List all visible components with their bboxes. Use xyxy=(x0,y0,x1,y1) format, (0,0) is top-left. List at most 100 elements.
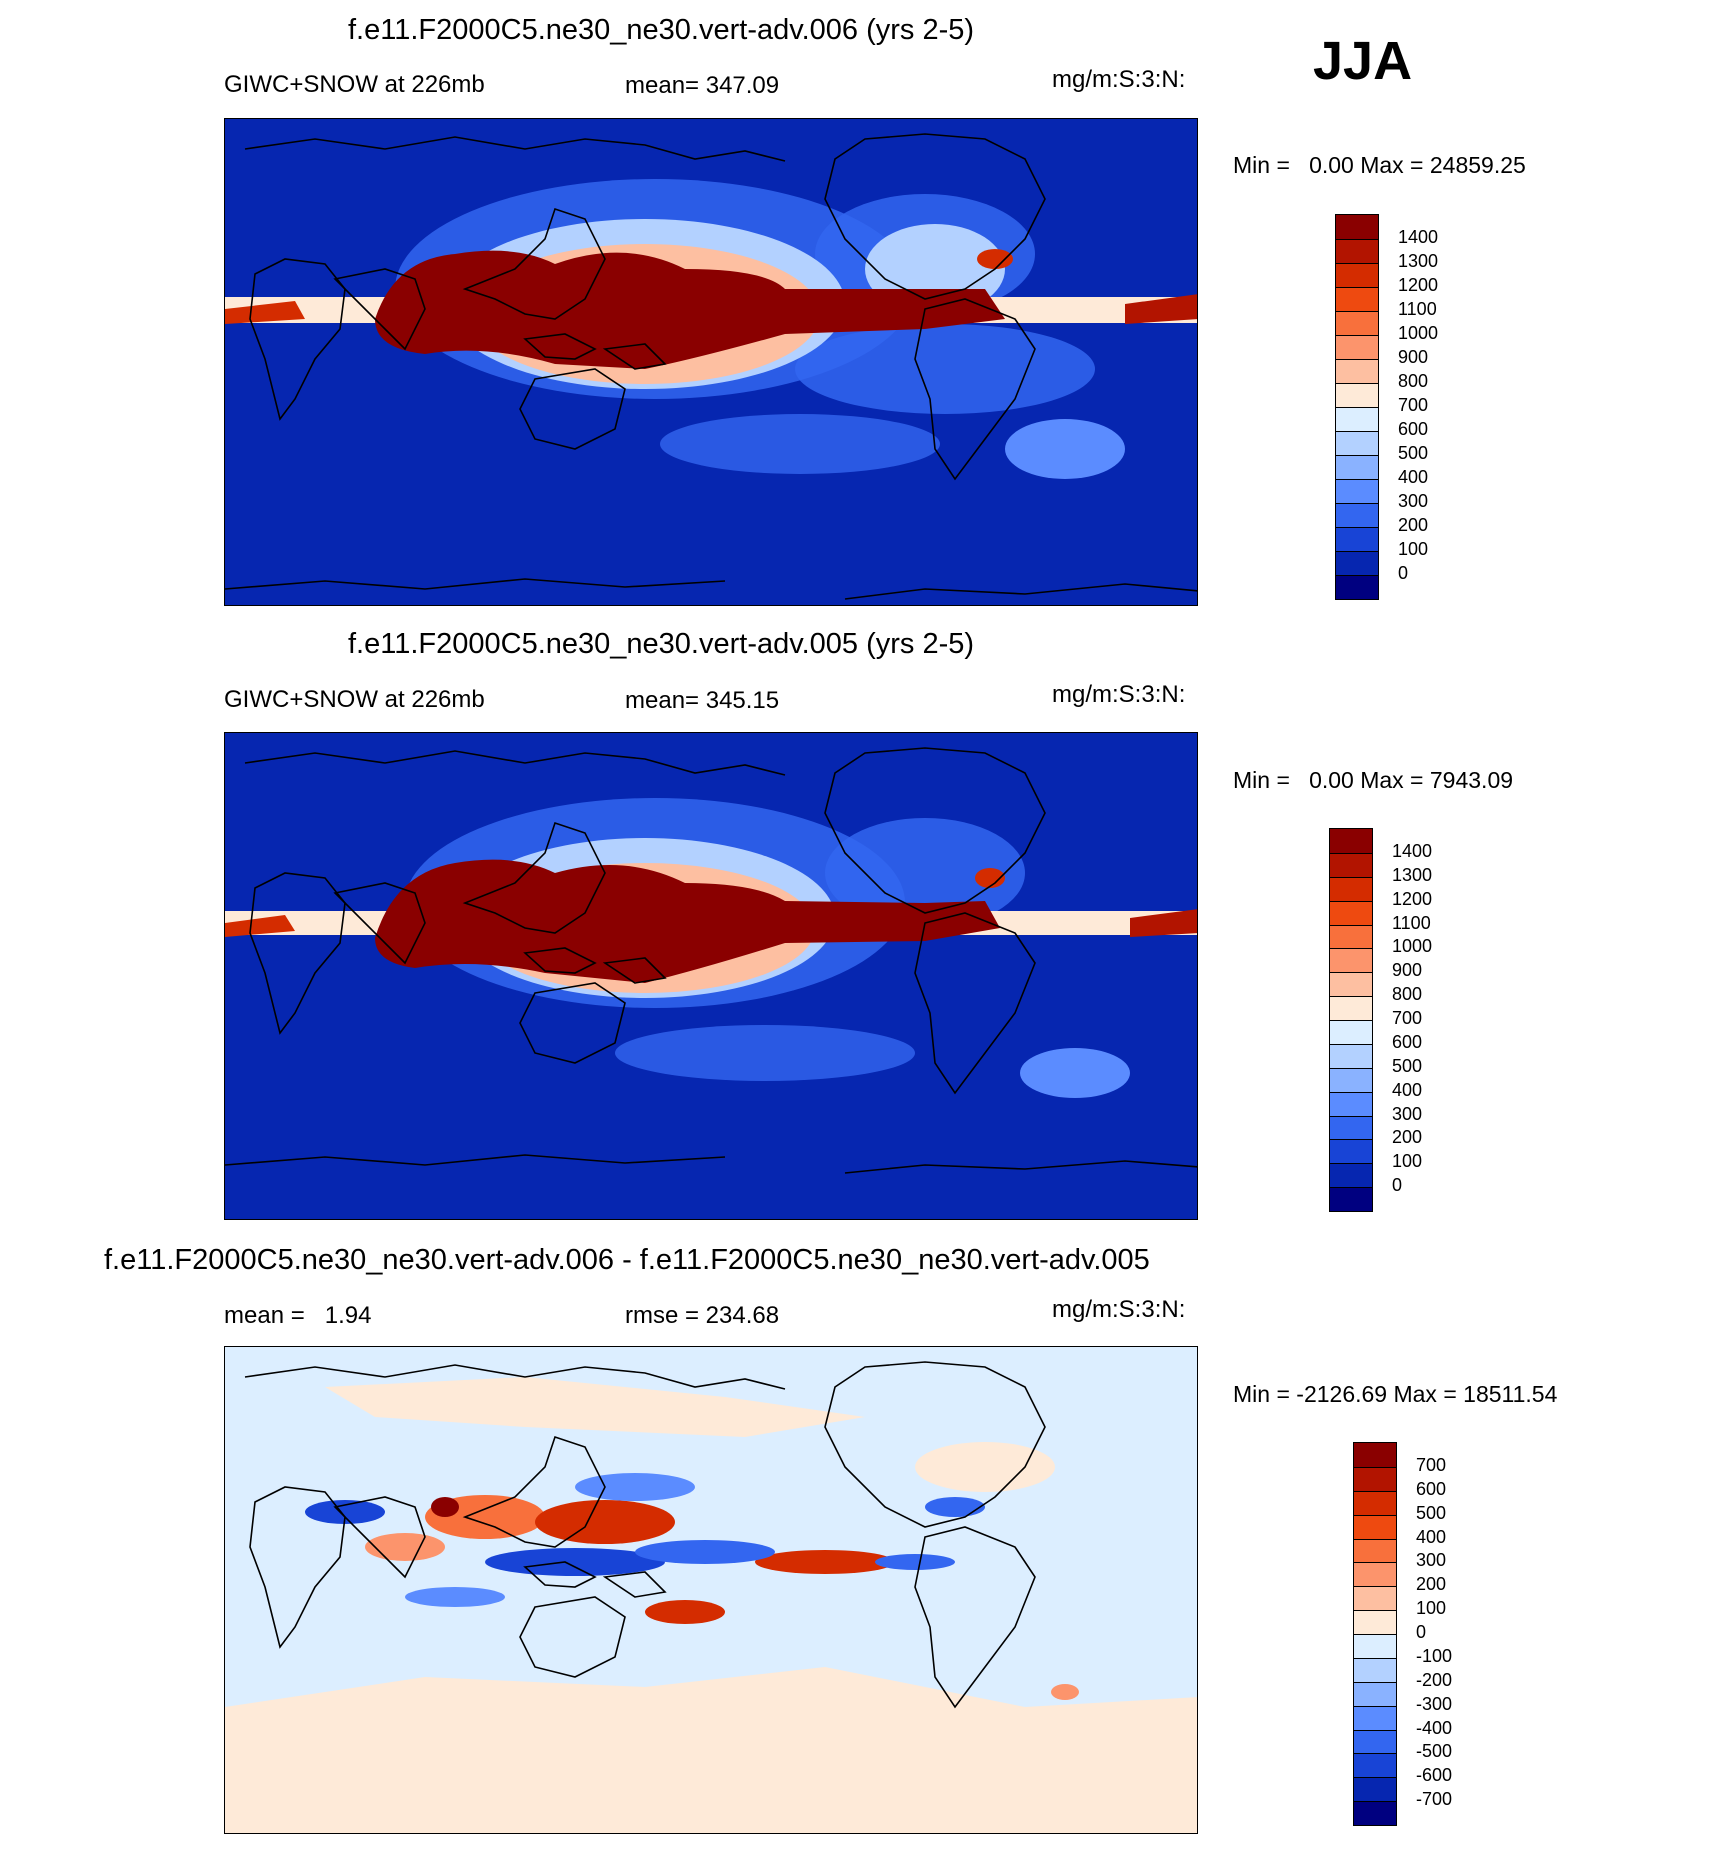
units-label: mg/m:S:3:N: xyxy=(1052,66,1186,93)
colorbar-segment xyxy=(1330,829,1372,853)
colorbar-segment xyxy=(1336,287,1378,311)
season-label: JJA xyxy=(1313,31,1413,91)
colorbar-segment xyxy=(1330,1187,1372,1211)
colorbar-segment xyxy=(1330,876,1372,901)
colorbar-segment xyxy=(1336,575,1378,599)
colorbar-tick-label: 0 xyxy=(1398,563,1409,583)
units-label: mg/m:S:3:N: xyxy=(1052,1296,1186,1323)
colorbar-segment xyxy=(1354,1490,1396,1515)
panel-title: f.e11.F2000C5.ne30_ne30.vert-adv.005 (yr… xyxy=(348,628,975,660)
units-label: mg/m:S:3:N: xyxy=(1052,681,1186,708)
colorbar-segment xyxy=(1354,1753,1396,1778)
colorbar-segment xyxy=(1336,239,1378,263)
colorbar-tick-label: 700 xyxy=(1392,1008,1423,1028)
colorbar-segment xyxy=(1354,1634,1396,1658)
variable-label: GIWC+SNOW at 226mb xyxy=(224,686,485,713)
colorbar-segment xyxy=(1330,900,1372,925)
max-label: Max = xyxy=(1393,1381,1457,1407)
min-max-label: Min = -2126.69 Max = 18511.54 xyxy=(1233,1381,1557,1408)
colorbar-segment xyxy=(1330,924,1372,949)
colorbar-segment xyxy=(1354,1777,1396,1802)
colorbar-segment xyxy=(1354,1801,1396,1825)
colorbar-segment xyxy=(1330,852,1372,877)
variable-label: GIWC+SNOW at 226mb xyxy=(224,71,485,98)
colorbar-tick-label: -600 xyxy=(1416,1765,1453,1786)
colorbar-tick-label: 100 xyxy=(1392,1151,1423,1172)
colorbar-segment xyxy=(1336,503,1378,527)
min-label: Min = xyxy=(1233,1381,1290,1407)
colorbar-tick-label: 900 xyxy=(1392,960,1423,981)
max-label: Max = xyxy=(1360,767,1424,793)
colorbar-segment xyxy=(1336,431,1378,455)
world-map xyxy=(225,733,1197,1219)
world-map xyxy=(225,119,1197,605)
panel-title: f.e11.F2000C5.ne30_ne30.vert-adv.006 - f… xyxy=(104,1244,1150,1276)
colorbar-tick-label: 1200 xyxy=(1398,275,1439,295)
min-max-label: Min = 0.00 Max = 7943.09 xyxy=(1233,767,1513,794)
colorbar-segment xyxy=(1336,359,1378,383)
colorbar-tick-label: 1200 xyxy=(1392,888,1433,909)
colorbar-segment xyxy=(1336,407,1378,431)
colorbar-tick-label: 0 xyxy=(1416,1622,1427,1642)
colorbar-tick-label: 900 xyxy=(1398,347,1429,367)
colorbar-tick-label: 500 xyxy=(1416,1502,1447,1523)
colorbar-segment xyxy=(1336,335,1378,359)
colorbar-tick-label: 500 xyxy=(1392,1055,1423,1076)
colorbar-tick-label: 800 xyxy=(1398,371,1429,391)
colorbar-tick-label: 1100 xyxy=(1398,299,1437,319)
colorbar-tick-label: -400 xyxy=(1416,1717,1453,1738)
colorbar-segment xyxy=(1336,527,1378,551)
colorbar-segment xyxy=(1330,1139,1372,1164)
colorbar-segment xyxy=(1330,1091,1372,1116)
max-value: 18511.54 xyxy=(1463,1381,1558,1407)
colorbar-tick-label: 1400 xyxy=(1398,227,1439,247)
colorbar-segment xyxy=(1336,455,1378,479)
min-label: Min = xyxy=(1233,767,1290,793)
colorbar xyxy=(1353,1442,1397,1826)
colorbar-tick-label: 200 xyxy=(1398,515,1429,535)
colorbar-tick-label: 1400 xyxy=(1392,840,1433,861)
min-value: 0.00 xyxy=(1309,152,1354,178)
colorbar-segment xyxy=(1336,311,1378,335)
colorbar-tick-label: -200 xyxy=(1416,1669,1453,1690)
map-plot xyxy=(224,118,1198,606)
colorbar-tick-label: 500 xyxy=(1398,443,1429,463)
max-label: Max = xyxy=(1360,152,1424,178)
colorbar-segment xyxy=(1354,1681,1396,1706)
colorbar-tick-label: -100 xyxy=(1416,1645,1453,1666)
colorbar-tick-label: 800 xyxy=(1392,984,1423,1005)
colorbar-segment xyxy=(1354,1538,1396,1563)
colorbar-tick-label: 200 xyxy=(1416,1574,1447,1595)
colorbar-tick-label: 1000 xyxy=(1392,936,1433,957)
colorbar-tick-label: 1100 xyxy=(1392,912,1431,933)
mean-label: mean= 345.15 xyxy=(625,687,780,714)
colorbar-segment xyxy=(1336,215,1378,239)
mean-label: mean = 1.94 xyxy=(224,1302,372,1329)
colorbar-segment xyxy=(1354,1610,1396,1634)
colorbar xyxy=(1335,214,1379,600)
colorbar-tick-label: 300 xyxy=(1416,1550,1447,1571)
colorbar-tick-label: 400 xyxy=(1392,1079,1423,1100)
colorbar-segment xyxy=(1330,948,1372,973)
colorbar-segment xyxy=(1354,1657,1396,1682)
colorbar-segment xyxy=(1354,1466,1396,1491)
min-value: -2126.69 xyxy=(1296,1381,1388,1407)
map-plot xyxy=(224,1346,1198,1834)
colorbar-tick-label: 200 xyxy=(1392,1127,1423,1148)
colorbar-tick-label: 700 xyxy=(1416,1454,1447,1475)
max-value: 7943.09 xyxy=(1429,767,1514,793)
colorbar-tick-label: 1000 xyxy=(1398,323,1439,343)
colorbar-segment xyxy=(1336,383,1378,407)
min-value: 0.00 xyxy=(1309,767,1354,793)
colorbar-tick-label: 400 xyxy=(1416,1526,1447,1547)
colorbar-segment xyxy=(1330,996,1372,1020)
rmse-label: rmse = 234.68 xyxy=(625,1302,780,1329)
min-max-label: Min = 0.00 Max = 24859.25 xyxy=(1233,152,1526,179)
colorbar-segment xyxy=(1330,1020,1372,1044)
colorbar-segment xyxy=(1330,1115,1372,1140)
max-value: 24859.25 xyxy=(1429,152,1526,178)
colorbar-tick-label: 1300 xyxy=(1398,251,1439,271)
colorbar-tick-label: 600 xyxy=(1416,1478,1447,1499)
colorbar-tick-label: 700 xyxy=(1398,395,1429,415)
colorbar-segment xyxy=(1354,1729,1396,1754)
